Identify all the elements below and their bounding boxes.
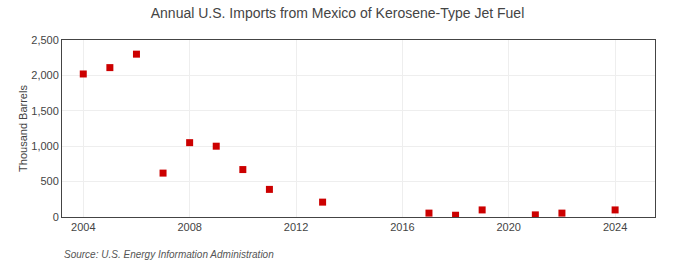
svg-text:2016: 2016 — [390, 221, 414, 233]
svg-text:Source: U.S. Energy Informatio: Source: U.S. Energy Information Administ… — [64, 249, 274, 260]
svg-text:2,500: 2,500 — [31, 34, 59, 46]
svg-text:2,000: 2,000 — [31, 69, 59, 81]
svg-text:500: 500 — [40, 175, 58, 187]
svg-text:1,500: 1,500 — [31, 105, 59, 117]
svg-text:Annual U.S. Imports from Mexic: Annual U.S. Imports from Mexico of Keros… — [151, 5, 525, 21]
svg-text:2024: 2024 — [603, 221, 627, 233]
svg-text:Thousand Barrels: Thousand Barrels — [17, 85, 29, 172]
svg-text:2004: 2004 — [71, 221, 95, 233]
svg-text:2020: 2020 — [496, 221, 520, 233]
svg-text:1,000: 1,000 — [31, 140, 59, 152]
svg-text:0: 0 — [53, 211, 59, 223]
svg-text:2012: 2012 — [284, 221, 308, 233]
svg-text:2008: 2008 — [177, 221, 201, 233]
